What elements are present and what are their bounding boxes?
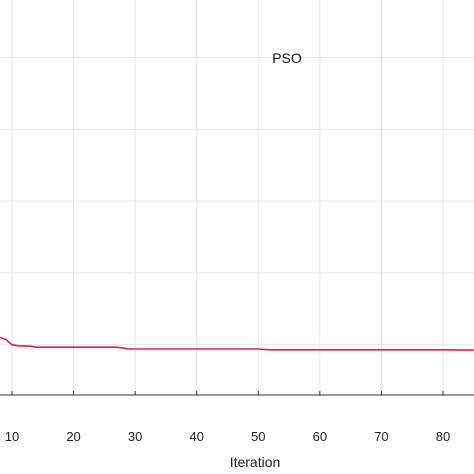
x-tick-label: 80	[436, 429, 450, 444]
x-tick-label: 30	[128, 429, 142, 444]
grid	[0, 0, 474, 395]
pso-annotation: PSO	[272, 50, 302, 66]
x-tick-label: 60	[313, 429, 327, 444]
x-tick-label: 50	[251, 429, 265, 444]
x-axis-title: Iteration	[230, 454, 281, 470]
series-line	[0, 336, 474, 351]
series-layer	[0, 336, 474, 351]
x-tick-label: 10	[5, 429, 19, 444]
x-tick-label: 40	[189, 429, 203, 444]
x-tick-labels: 10 20 30 40 50 60 70 80	[5, 391, 450, 444]
x-tick-label: 20	[66, 429, 80, 444]
x-tick-label: 70	[374, 429, 388, 444]
plot-background	[0, 0, 474, 395]
